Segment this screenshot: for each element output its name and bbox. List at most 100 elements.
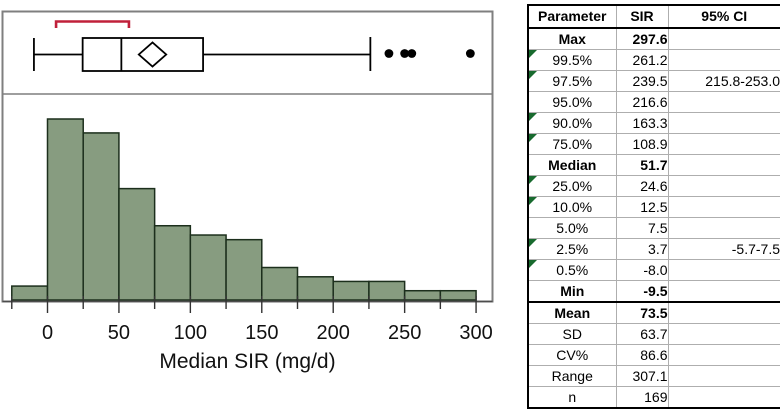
sir-value-cell: 51.7 — [615, 154, 669, 176]
sir-value-cell: 3.7 — [615, 238, 669, 260]
x-tick-label: 50 — [108, 322, 130, 344]
ci-value-cell: -5.7-7.5 — [667, 238, 780, 260]
parameter-cell: 5.0% — [527, 217, 617, 239]
sir-value-cell: 7.5 — [615, 217, 669, 239]
ci-value-cell — [667, 154, 780, 176]
parameter-cell: 25.0% — [527, 175, 617, 197]
sir-value-cell: 297.6 — [615, 27, 669, 50]
parameter-cell: Range — [527, 365, 617, 387]
x-tick-label: 150 — [245, 322, 278, 344]
box-plot — [33, 37, 372, 72]
x-axis-title: Median SIR (mg/d) — [159, 350, 335, 373]
sir-value-cell: 261.2 — [615, 49, 669, 71]
sir-value-cell: 63.7 — [615, 323, 669, 345]
flag-triangle-icon — [529, 113, 537, 121]
ci-value-cell — [667, 280, 780, 303]
ci-value-cell — [667, 344, 780, 366]
bracket-path — [54, 20, 131, 28]
histogram-bar — [46, 118, 84, 301]
parameter-cell: 97.5% — [527, 70, 617, 92]
flag-triangle-icon — [529, 239, 537, 247]
table-row: 25.0% 24.6 — [527, 175, 780, 197]
outlier-dot — [400, 49, 410, 58]
sir-value-cell: 73.5 — [615, 301, 669, 324]
ci-value-cell — [667, 91, 780, 113]
stats-table-body: Max 297.6 99.5% 261.2 97.5% 239.5 215.8-253.0 9… — [527, 27, 780, 409]
table-row: Median 51.7 — [527, 154, 780, 176]
flag-triangle-icon — [529, 176, 537, 184]
parameter-cell: Min — [527, 280, 617, 303]
ci-value-cell — [667, 323, 780, 345]
col-header-parameter: Parameter — [527, 4, 617, 29]
flag-triangle-icon — [529, 197, 537, 205]
ci-value-cell — [667, 301, 780, 324]
table-row: SD 63.7 — [527, 323, 780, 345]
ci-value-cell — [667, 217, 780, 239]
x-tick-label: 100 — [174, 322, 207, 344]
parameter-cell: 95.0% — [527, 91, 617, 113]
ci-value-cell — [667, 133, 780, 155]
chart-panel: 0 50 100 150 200 250 300 Median SIR (mg/d) — [1, 10, 494, 373]
col-header-ci: 95% CI — [667, 4, 780, 29]
table-row: 2.5% 3.7 -5.7-7.5 — [527, 238, 780, 260]
ci-value-cell — [667, 112, 780, 134]
table-row: 99.5% 261.2 — [527, 49, 780, 71]
parameter-cell: 2.5% — [527, 238, 617, 260]
flag-triangle-icon — [529, 50, 537, 58]
histogram-bar — [332, 280, 370, 301]
parameter-cell: Max — [527, 27, 617, 50]
sir-value-cell: -9.5 — [615, 280, 669, 303]
stats-table-wrap: Parameter SIR 95% CI Max 297.6 99.5% 261.2 9… — [527, 4, 780, 409]
parameter-cell: n — [527, 386, 617, 409]
histogram — [11, 118, 477, 301]
ci-value-cell: 215.8-253.0 — [667, 70, 780, 92]
sir-value-cell: 216.6 — [615, 91, 669, 113]
stats-table: Parameter SIR 95% CI Max 297.6 99.5% 261.2 9… — [527, 4, 780, 409]
sir-value-cell: 24.6 — [615, 175, 669, 197]
table-row: 97.5% 239.5 215.8-253.0 — [527, 70, 780, 92]
outlier-dot — [384, 49, 394, 58]
x-tick-label: 300 — [459, 322, 492, 344]
ci-value-cell — [667, 49, 780, 71]
parameter-cell: 0.5% — [527, 259, 617, 281]
histogram-bar — [296, 276, 334, 301]
sir-value-cell: 163.3 — [615, 112, 669, 134]
x-axis: 0 50 100 150 200 250 300 Median SIR (mg/d) — [2, 296, 493, 373]
sir-value-cell: 108.9 — [615, 133, 669, 155]
table-row: Max 297.6 — [527, 27, 780, 50]
table-row: 10.0% 12.5 — [527, 196, 780, 218]
sir-value-cell: 169 — [615, 386, 669, 409]
shortest-half-bracket — [54, 20, 131, 28]
x-tick-label: 0 — [42, 322, 53, 344]
parameter-cell: Mean — [527, 301, 617, 324]
flag-triangle-icon — [529, 71, 537, 79]
parameter-cell: SD — [527, 323, 617, 345]
table-row: CV% 86.6 — [527, 344, 780, 366]
histogram-bar — [225, 238, 263, 301]
histogram-bar — [153, 224, 192, 301]
sir-value-cell: 307.1 — [615, 365, 669, 387]
parameter-cell: 99.5% — [527, 49, 617, 71]
table-header-row: Parameter SIR 95% CI — [527, 4, 780, 29]
parameter-cell: 75.0% — [527, 133, 617, 155]
outlier-dot — [465, 49, 475, 58]
parameter-cell: 10.0% — [527, 196, 617, 218]
sir-value-cell: -8.0 — [615, 259, 669, 281]
mean-diamond — [137, 41, 168, 68]
histogram-bar — [118, 187, 156, 301]
histogram-bar — [189, 234, 227, 301]
table-row: Min -9.5 — [527, 280, 780, 303]
col-header-sir: SIR — [615, 4, 669, 29]
histogram-bar — [261, 266, 299, 301]
distribution-chart: 0 50 100 150 200 250 300 Median SIR (mg/d) — [1, 10, 494, 373]
ci-value-cell — [667, 196, 780, 218]
ci-value-cell — [667, 175, 780, 197]
ci-value-cell — [667, 27, 780, 50]
x-tick-label: 200 — [317, 322, 350, 344]
table-row: 0.5% -8.0 — [527, 259, 780, 281]
table-row: 95.0% 216.6 — [527, 91, 780, 113]
histogram-bar — [439, 289, 477, 301]
flag-triangle-icon — [529, 260, 537, 268]
flag-triangle-icon — [529, 134, 537, 142]
histogram-bar — [368, 280, 406, 301]
